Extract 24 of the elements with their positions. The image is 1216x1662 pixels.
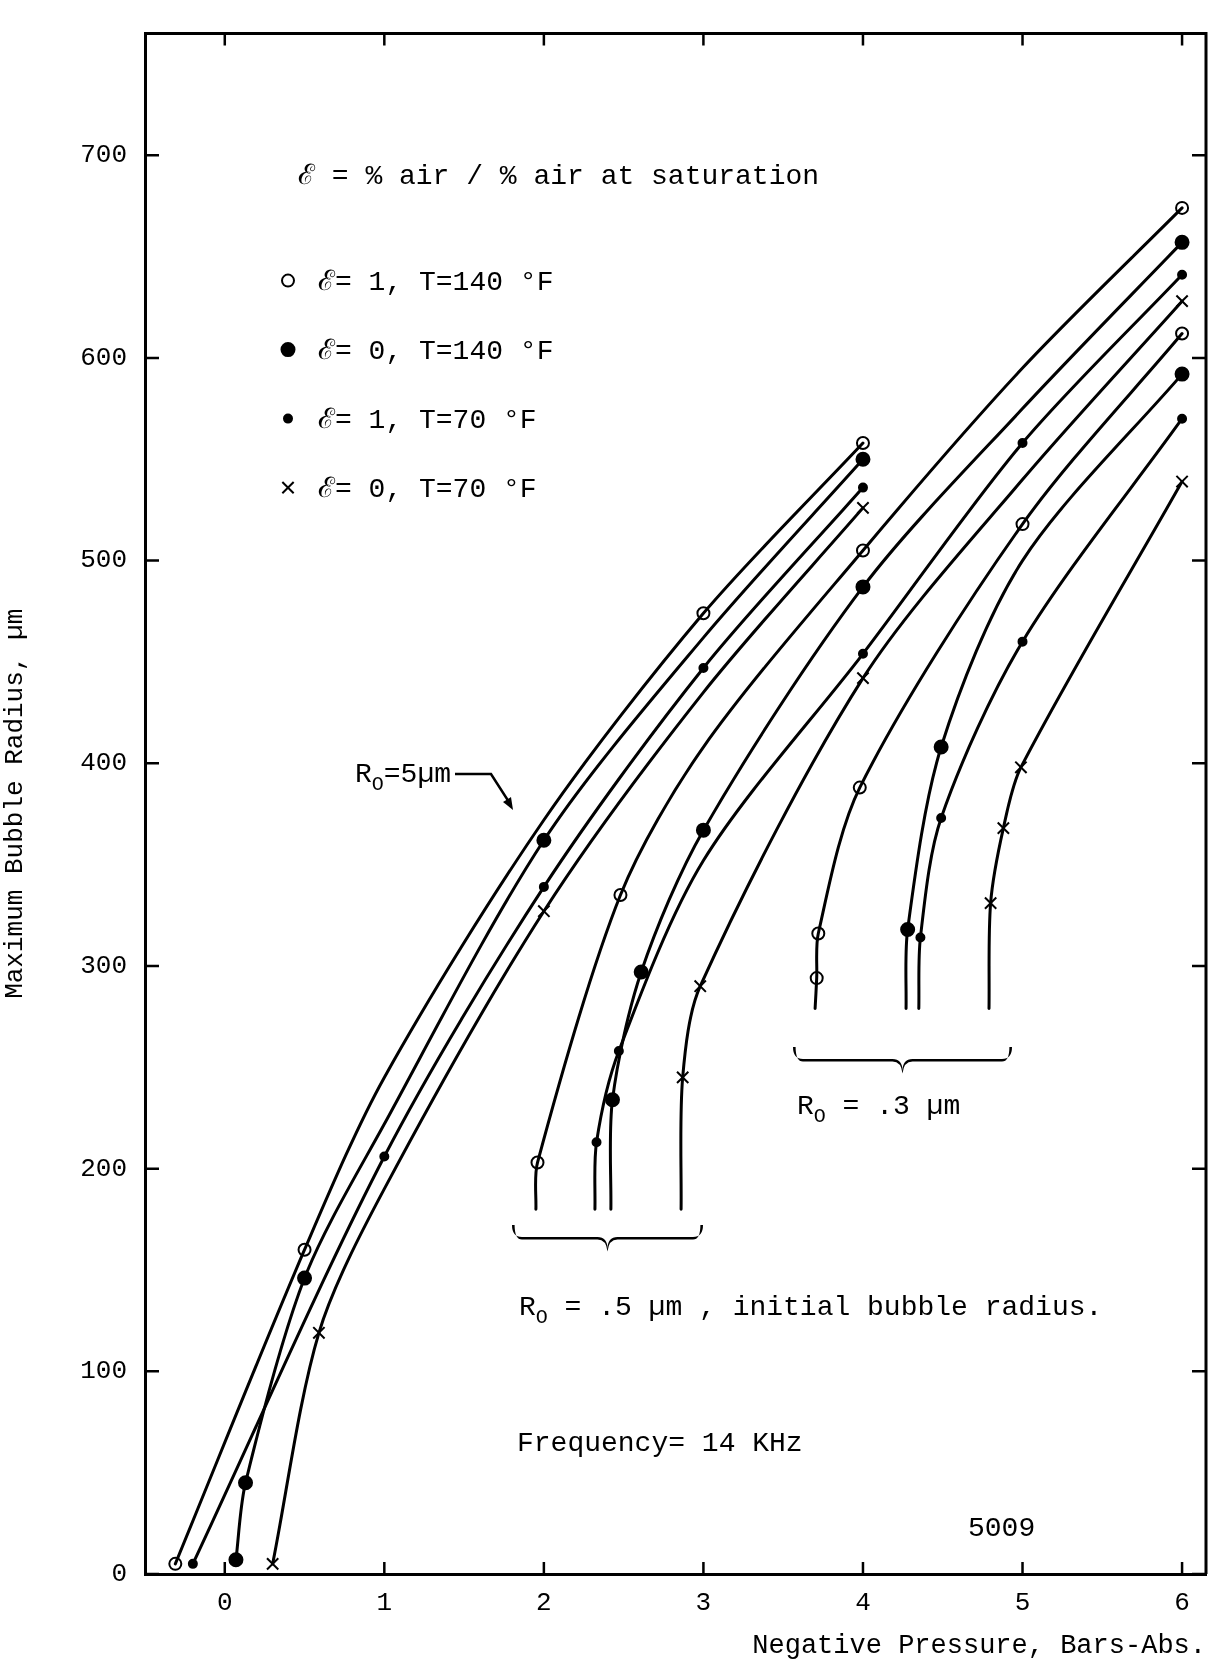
y-tick-label: 600 [80,342,127,373]
x-tick-label: 0 [216,1588,233,1619]
x-axis-title: Negative Pressure, Bars-Abs. [752,1630,1206,1661]
x-tick-label: 5 [1014,1588,1031,1619]
y-tick-label: 100 [80,1356,127,1387]
legend-title: ℰ = % air / % air at saturation [298,160,820,192]
x-tick-label: 2 [536,1588,552,1619]
y-tick-label: 700 [80,140,127,171]
y-tick-label: 0 [111,1558,127,1589]
y-tick-label: 200 [80,1153,127,1184]
y-tick-label: 300 [80,950,127,981]
x-tick-label: 3 [695,1588,712,1619]
legend-label: ℰ= 0, T=140 °F [318,335,554,367]
x-tick-label: 6 [1174,1588,1190,1619]
y-tick-label: 400 [80,748,127,779]
x-tick-label: 1 [376,1588,393,1619]
legend-label: ℰ= 0, T=70 °F [318,473,537,505]
x-tick-label: 4 [855,1588,871,1619]
annotation: 5009 [968,1512,1036,1544]
annotation: Frequency= 14 KHz [517,1427,803,1459]
y-tick-label: 500 [80,545,127,576]
y-axis-title: Maximum Bubble Radius, µm [0,608,31,999]
legend-label: ℰ= 1, T=70 °F [318,404,537,436]
legend-label: ℰ= 1, T=140 °F [318,266,554,298]
